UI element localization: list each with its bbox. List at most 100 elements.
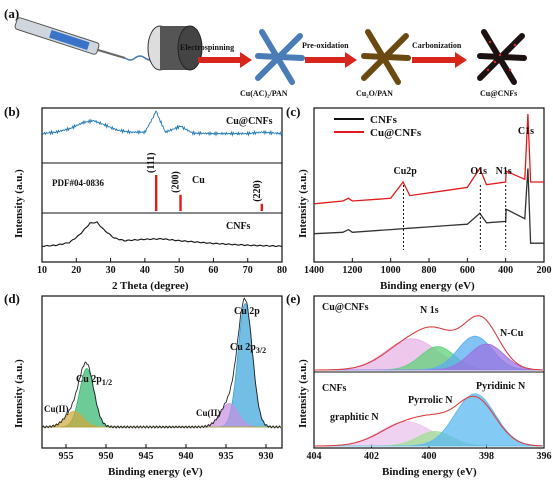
arrow-3 [412,52,467,68]
legend-cu-cnfs: Cu@CNFs [370,127,422,139]
fiber-icon-3 [477,29,527,85]
e-x-tick-label-4: 396 [537,451,552,462]
panel-a: (a) Electrospinning Cu(AC)₂/PAN Pre-oxid… [4,6,527,98]
ref-peak-label-2: (220) [252,180,263,202]
d-x-tick-label-2: 945 [139,451,154,462]
peak-n-cu: N-Cu [500,328,524,339]
panel-c-xlabel: Binding energy (eV) [380,280,475,292]
panel-e-top-title: Cu@CNFs [322,302,369,313]
step-carbonization: Carbonization [412,41,462,50]
panel-d-label: (d) [4,291,20,306]
panel-b-bottom-label: CNFs [226,221,251,232]
b-x-tick-label-6: 70 [243,265,253,276]
panel-c-label: (c) [286,104,300,119]
e-x-tick-label-2: 400 [422,451,437,462]
b-x-tick-label-1: 20 [71,265,81,276]
collector-drum-illustration [147,25,203,71]
panel-c-ylabel: Intensity (a.u.) [297,169,309,238]
ref-peak-label-1: (200) [171,171,182,193]
panel-d-frame [41,295,283,449]
series-cu-cnfs-line [41,110,283,138]
panel-b-ylabel: Intensity (a.u.) [13,169,25,238]
panel-e-bottom-title: CNFs [322,383,347,394]
peak-graphitic-n: graphitic N [330,412,379,423]
syringe-illustration [14,17,164,61]
panel-e-label: (e) [286,291,300,306]
series-cnfs-line [313,168,544,244]
b-x-tick-label-7: 80 [277,265,287,276]
panel-e: (e) 404 402 400 398 396 Cu@CNFs N 1s N-Cu CN… [286,291,552,478]
step-pre-oxidation: Pre-oxidation [302,41,349,50]
panel-d-xlabel: Binding energy (eV) [108,466,203,478]
product-cu2o-pan: Cu₂O/PAN [356,89,393,98]
upper-envelope [314,315,543,371]
marker-label-2: N1s [496,166,512,177]
ref-peak-label-0: (111) [146,152,157,173]
panel-b-top-label: Cu@CNFs [226,116,273,127]
peak-cu-ii-right: Cu(II) [196,408,221,418]
panel-e-ylabel: Intensity (a.u.) [297,359,309,428]
legend-cnfs: CNFs [370,114,398,126]
series-cnfs-line [41,221,283,248]
arrow-1 [198,52,252,68]
peak-cu-2p-3-2: Cu 2p3/2 [230,342,266,355]
panel-d-plot: 955 950 945 940 935 930 [41,297,282,462]
d-x-tick-label-1: 950 [99,451,114,462]
fiber-icon-1 [255,29,305,85]
peak-pyrrolic-n: Pyrrolic N [408,395,453,406]
series-cu-cnfs-line [313,113,544,205]
peak-cu-ii-left: Cu(II) [44,404,69,414]
c-x-tick-label-2: 1000 [381,265,401,276]
c-x-tick-label-4: 600 [460,265,475,276]
panel-a-label: (a) [4,6,19,21]
panel-b-ref-label: PDF#04-0836 [52,178,104,188]
panel-b-ref-material: Cu [192,175,205,186]
c-x-tick-label-5: 400 [498,265,513,276]
b-x-tick-label-0: 10 [37,265,47,276]
panel-b-label: (b) [4,104,20,119]
panel-b-xlabel: 2 Theta (degree) [112,280,189,292]
panel-d: (d) 955 950 945 940 935 930 Cu 2p Cu 2p1/2 Cu… [4,291,283,478]
d-x-tick-label-5: 930 [259,451,274,462]
panel-b-frame [41,107,283,263]
panel-c-plot: 1400 1200 1000 800 600 400 200 Cu2p O1s N1s C1s [304,113,552,276]
panel-e-xlabel: Binding energy (eV) [382,466,477,478]
peak-pyridinic-n: Pyridinic N [476,381,526,392]
upper-component-3 [314,343,545,371]
panel-e-plot: 404 402 400 398 396 [307,315,552,462]
envelope-line [41,297,282,429]
marker-label-0: Cu2p [394,166,418,177]
panel-b: (b) 10 20 30 40 50 60 70 80 (111) (200) (220) Cu@C… [4,104,287,292]
lower-envelope [314,395,543,447]
c-x-tick-label-3: 800 [422,265,437,276]
marker-label-1: O1s [470,166,487,177]
panel-d-ylabel: Intensity (a.u.) [13,359,25,428]
panel-c-legend: CNFs Cu@CNFs [334,114,422,139]
b-x-tick-label-2: 30 [106,265,116,276]
d-x-tick-label-3: 940 [179,451,194,462]
product-cu-ac2-pan: Cu(AC)₂/PAN [240,89,288,98]
c-x-tick-label-0: 1400 [304,265,324,276]
b-x-tick-label-3: 40 [140,265,150,276]
fiber-icon-2 [361,29,411,85]
e-x-tick-label-0: 404 [307,451,322,462]
d-x-tick-label-4: 935 [219,451,234,462]
lower-component-2 [314,393,545,447]
step-electrospinning: Electrospinning [180,43,234,52]
c-x-tick-label-6: 200 [537,265,552,276]
panel-e-top-sub: N 1s [420,305,439,316]
panel-c: (c) 1400 1200 1000 800 600 400 200 Cu2p O1s N1s C1… [286,104,552,292]
arrow-2 [305,52,357,68]
panel-b-plot: 10 20 30 40 50 60 70 80 (111) (200) (220) [37,110,287,276]
b-x-tick-label-4: 50 [174,265,184,276]
panel-d-title: Cu 2p [234,306,260,317]
e-x-tick-label-1: 402 [364,451,379,462]
peak-cu-2p-1-2: Cu 2p1/2 [76,374,112,387]
e-x-tick-label-3: 398 [479,451,494,462]
c-x-tick-label-1: 1200 [342,265,362,276]
d-x-tick-label-0: 955 [59,451,74,462]
cu-nanoparticles-dots [486,40,517,72]
b-x-tick-label-5: 60 [208,265,218,276]
product-cu-cnfs: Cu@CNFs [480,89,517,98]
